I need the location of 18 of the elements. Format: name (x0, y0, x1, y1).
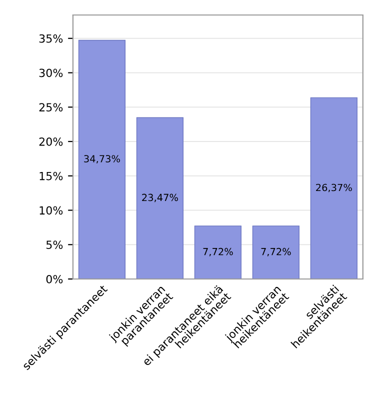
y-tick-label: 10% (40, 206, 63, 215)
y-tick-label: 5% (46, 240, 63, 250)
bar (136, 117, 184, 279)
data-label: 7,72% (203, 248, 233, 256)
data-label: 34,73% (84, 155, 120, 164)
y-tick-label: 35% (39, 34, 63, 43)
bar (252, 226, 300, 279)
bar (310, 97, 358, 279)
bar (194, 226, 242, 279)
y-tick-label: 20% (39, 137, 63, 146)
data-label: 7,72% (261, 248, 291, 256)
y-tick-label: 25% (39, 103, 63, 112)
data-label: 26,37% (316, 184, 352, 192)
y-tick-label: 30% (39, 68, 63, 78)
data-label: 23,47% (142, 194, 178, 202)
y-tick-label: 0% (46, 274, 63, 284)
y-tick-label: 15% (40, 172, 63, 180)
bar (78, 40, 126, 279)
